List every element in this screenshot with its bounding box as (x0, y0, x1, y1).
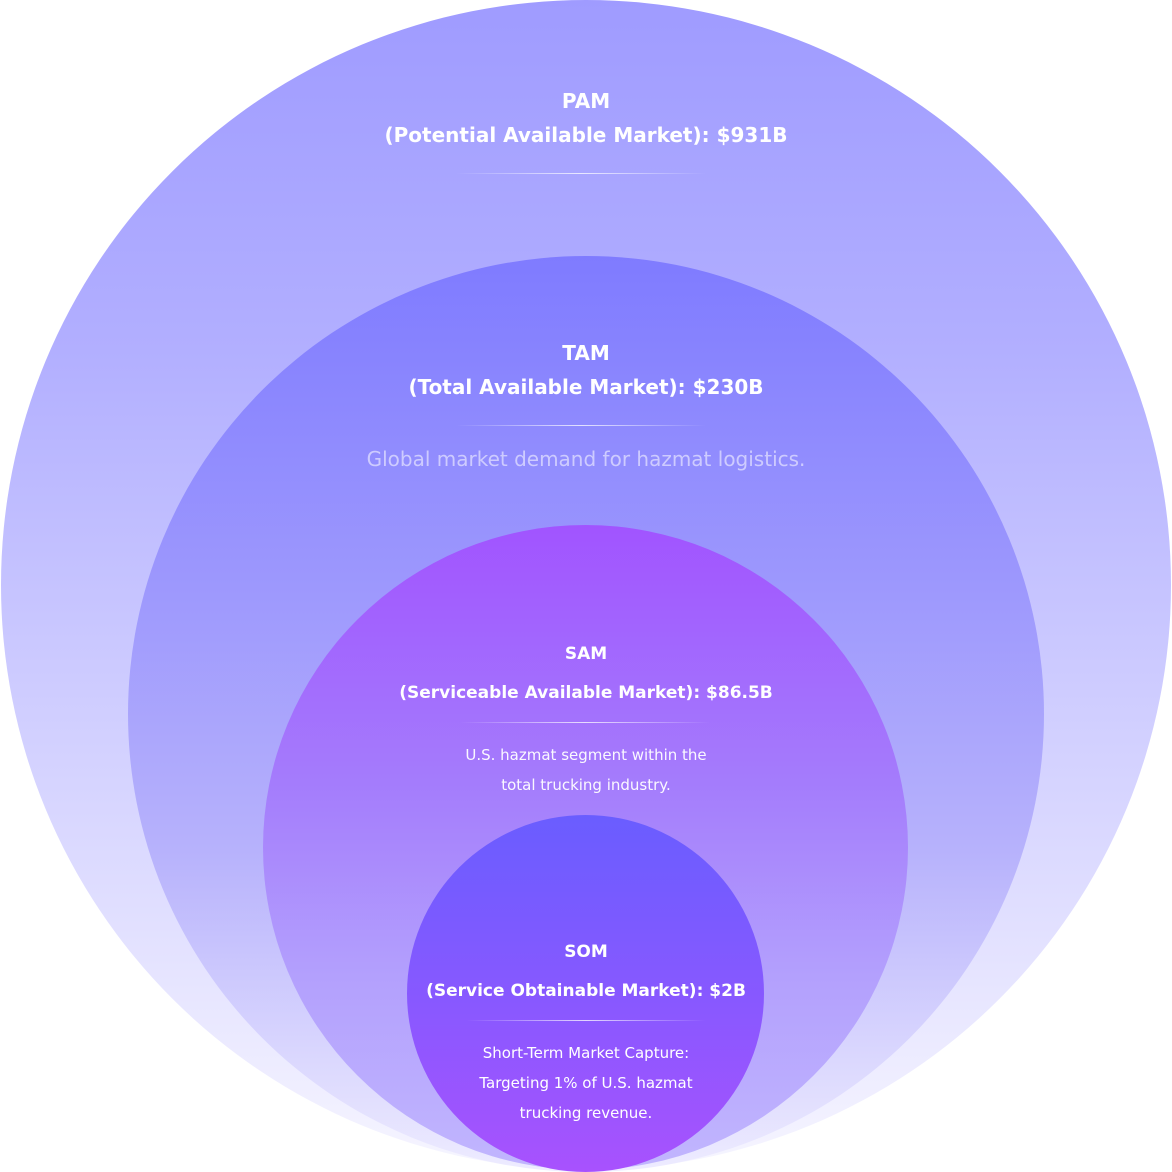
tam-divider (456, 425, 706, 426)
sam-description-line-1: U.S. hazmat segment within the (465, 746, 707, 764)
som-description-line-1: Short-Term Market Capture: (482, 1044, 690, 1062)
som-divider (466, 1020, 706, 1021)
sam-description-line-2: total trucking industry. (501, 776, 671, 794)
som-title: SOM (564, 942, 608, 962)
sam-title: SAM (564, 644, 608, 664)
som-circle (407, 815, 764, 1172)
som-subtitle: (Service Obtainable Market): $2B (426, 981, 746, 1001)
tam-title: TAM (562, 341, 610, 365)
pam-subtitle: (Potential Available Market): $931B (384, 123, 788, 147)
pam-title: PAM (561, 89, 611, 113)
som-description-line-3: trucking revenue. (519, 1104, 653, 1122)
tam-description: Global market demand for hazmat logistic… (366, 447, 806, 471)
pam-divider (456, 173, 706, 174)
tam-subtitle: (Total Available Market): $230B (408, 375, 764, 399)
som-description-line-2: Targeting 1% of U.S. hazmat (479, 1074, 693, 1092)
sam-subtitle: (Serviceable Available Market): $86.5B (399, 683, 773, 703)
sam-divider (460, 722, 710, 723)
